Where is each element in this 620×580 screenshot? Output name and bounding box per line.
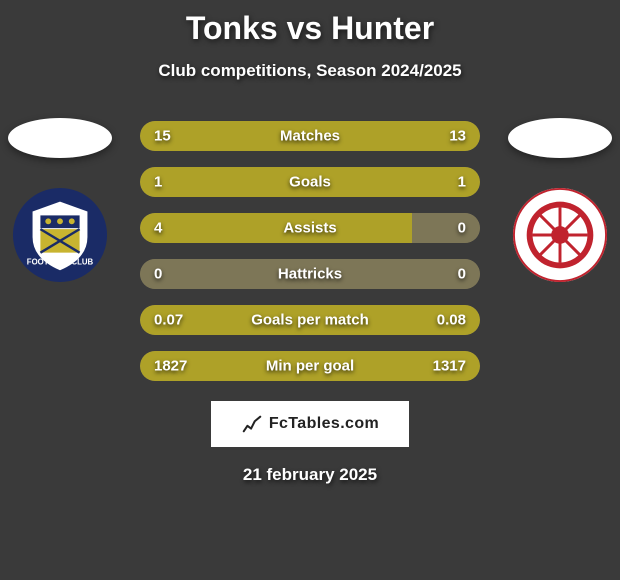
stat-left-value: 1827 xyxy=(154,358,187,375)
stat-right-value: 1317 xyxy=(433,358,466,375)
stat-label: Hattricks xyxy=(278,266,342,283)
left-club-logo: FOOTBALL CLUB xyxy=(11,186,109,284)
stat-label: Assists xyxy=(283,220,336,237)
bar-right-fill xyxy=(412,213,480,243)
stats-bars: 15 Matches 13 1 Goals 1 4 Assists 0 0 Ha… xyxy=(140,121,480,381)
stat-left-value: 0.07 xyxy=(154,312,183,329)
stat-left-value: 1 xyxy=(154,174,162,191)
stat-left-value: 0 xyxy=(154,266,162,283)
right-club-logo xyxy=(511,186,609,284)
stat-left-value: 15 xyxy=(154,128,171,145)
bar-left-fill xyxy=(140,213,412,243)
stat-label: Goals xyxy=(289,174,331,191)
stat-row: 1827 Min per goal 1317 xyxy=(140,351,480,381)
stat-row: 1 Goals 1 xyxy=(140,167,480,197)
right-player-avatar xyxy=(508,118,612,158)
comparison-card: Tonks vs Hunter Club competitions, Seaso… xyxy=(0,0,620,485)
stat-right-value: 0 xyxy=(458,266,466,283)
date-label: 21 february 2025 xyxy=(0,465,620,485)
stat-row: 0.07 Goals per match 0.08 xyxy=(140,305,480,335)
stat-label: Matches xyxy=(280,128,340,145)
subtitle: Club competitions, Season 2024/2025 xyxy=(0,61,620,81)
stat-label: Goals per match xyxy=(251,312,369,329)
stat-right-value: 13 xyxy=(449,128,466,145)
stat-left-value: 4 xyxy=(154,220,162,237)
bar-right-fill xyxy=(310,167,480,197)
stat-right-value: 0.08 xyxy=(437,312,466,329)
svg-text:FOOTBALL CLUB: FOOTBALL CLUB xyxy=(27,257,94,266)
stat-row: 4 Assists 0 xyxy=(140,213,480,243)
stat-row: 15 Matches 13 xyxy=(140,121,480,151)
bar-left-fill xyxy=(140,167,310,197)
stat-right-value: 1 xyxy=(458,174,466,191)
page-title: Tonks vs Hunter xyxy=(0,10,620,47)
chart-icon xyxy=(241,413,263,435)
right-column xyxy=(500,118,620,284)
brand-label: FcTables.com xyxy=(269,415,379,433)
left-player-avatar xyxy=(8,118,112,158)
stat-right-value: 0 xyxy=(458,220,466,237)
brand-badge[interactable]: FcTables.com xyxy=(211,401,409,447)
stat-label: Min per goal xyxy=(266,358,354,375)
left-column: FOOTBALL CLUB xyxy=(0,118,120,284)
stat-row: 0 Hattricks 0 xyxy=(140,259,480,289)
